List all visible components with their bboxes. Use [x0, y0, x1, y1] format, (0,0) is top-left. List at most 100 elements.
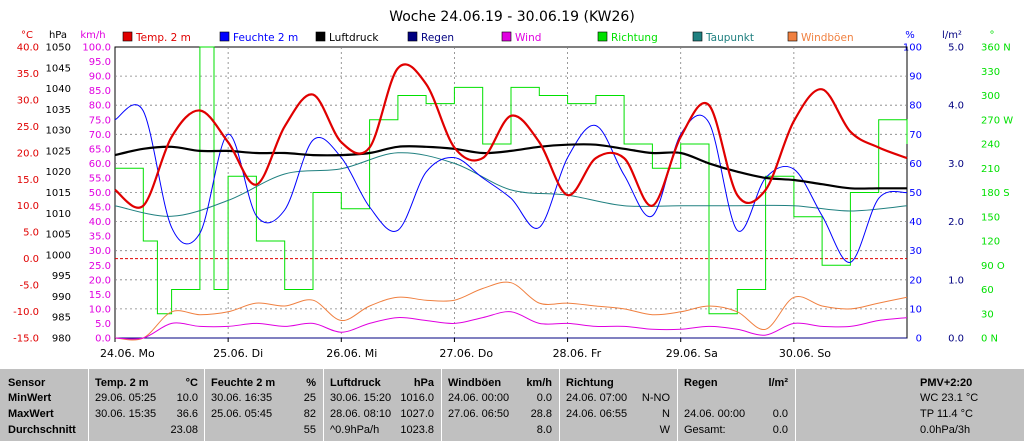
tick-direction: 300 [981, 91, 1000, 102]
tick-temp: -10.0 [13, 307, 39, 318]
legend-label-temp: Temp. 2 m [135, 32, 191, 44]
series-line-richtung [115, 46, 908, 315]
tick-pressure: 1020 [46, 167, 71, 178]
table-cell-direction-value: N [662, 408, 670, 420]
tick-rain: 5.0 [948, 43, 964, 54]
table-cell-pressure-time: 30.06. 15:20 [330, 392, 392, 404]
table-cell-pressure-time: ^0.9hPa/h [330, 424, 380, 436]
table-header-humidity: Feuchte 2 m [211, 377, 276, 389]
tick-wind: 70.0 [89, 130, 111, 141]
legend: Temp. 2 m Feuchte 2 m Luftdruck Regen Wind Ri… [122, 31, 854, 44]
plot-area [114, 46, 908, 341]
table-header-direction: Richtung [566, 377, 614, 389]
tick-wind: 85.0 [89, 86, 111, 97]
legend-label-dewpoint: Taupunkt [705, 32, 754, 44]
tick-wind: 0.0 [95, 334, 111, 345]
tick-humidity: 50 [909, 188, 922, 199]
legend-swatch-dewpoint [692, 31, 703, 42]
table-cell-direction-time: 24.06. 07:00 [566, 392, 628, 404]
tick-rain: 0.0 [948, 334, 964, 345]
x-tick-labels: 24.06. Mo 25.06. Di 26.06. Mi 27.06. Do 28.0… [100, 338, 831, 360]
tick-humidity: 60 [909, 159, 922, 170]
table-cell-temp-value: 23.08 [170, 424, 198, 436]
tick-direction: 330 [981, 67, 1000, 78]
table-cell-pressure-value: 1023.8 [400, 424, 434, 436]
table-cell-direction-time: 24.06. 06:55 [566, 408, 628, 420]
tick-rain: 3.0 [948, 159, 964, 170]
tick-humidity: 90 [909, 72, 922, 83]
tick-rain: 1.0 [948, 275, 964, 286]
tick-pressure: 1045 [46, 63, 71, 74]
tick-temp: 15.0 [17, 175, 39, 186]
tick-temp: -15.0 [13, 334, 39, 345]
tick-direction: 0 N [981, 334, 998, 345]
tick-wind: 100.0 [82, 43, 111, 54]
tick-humidity: 40 [909, 217, 922, 228]
tick-wind: 5.0 [95, 319, 111, 330]
table-cell-pmv: WC 23.1 °C [920, 392, 979, 404]
tick-wind: 40.0 [89, 217, 111, 228]
tick-pressure: 1030 [46, 126, 71, 137]
series-line-luftdruck [114, 143, 907, 190]
tick-rain: 2.0 [948, 217, 964, 228]
tick-direction: 120 [981, 237, 1000, 248]
table-cell-temp-value: 36.6 [176, 408, 198, 420]
tick-wind: 75.0 [89, 115, 111, 126]
table-cell-temp-time: 29.06. 05:25 [95, 392, 157, 404]
legend-label-pressure: Luftdruck [329, 32, 379, 44]
tick-pressure: 995 [52, 271, 71, 282]
table-cell-direction-value: W [659, 424, 670, 436]
tick-direction: 60 [981, 285, 994, 296]
table-header-rain-unit: l/m² [768, 377, 788, 389]
tick-humidity: 10 [909, 304, 922, 315]
table-separator [677, 369, 678, 441]
axes: 40.0 35.0 30.0 25.0 20.0 15.0 10.0 5.0 0.0 -5.0 -1… [13, 43, 1013, 345]
weather-chart: Woche 24.06.19 - 30.06.19 (KW26) °C hPa km… [13, 9, 1013, 360]
tick-pressure: 1015 [46, 188, 71, 199]
axis-unit-rain: l/m² [942, 30, 962, 41]
tick-pressure: 1035 [46, 105, 71, 116]
x-tick-label: 25.06. Di [213, 347, 263, 360]
legend-swatch-rain [407, 31, 418, 42]
x-tick-label: 28.06. Fr [553, 347, 602, 360]
table-cell-rain-time: Gesamt: [684, 424, 726, 436]
tick-wind: 80.0 [89, 101, 111, 112]
tick-humidity: 80 [909, 101, 922, 112]
table-row-label: MinWert [8, 392, 52, 404]
x-tick-label: 30.06. So [779, 347, 831, 360]
legend-swatch-wind [501, 31, 512, 42]
x-tick-label: 29.06. Sa [666, 347, 718, 360]
legend-label-gusts: Windböen [801, 32, 854, 44]
tick-direction: 90 O [981, 261, 1005, 272]
tick-pressure: 990 [52, 292, 71, 303]
legend-swatch-humidity [219, 31, 230, 42]
table-header-pmv: PMV+2:20 [920, 377, 973, 389]
table-separator [795, 369, 796, 441]
table-header-gusts-unit: km/h [526, 377, 552, 389]
tick-direction: 240 [981, 140, 1000, 151]
axis-unit-pressure: hPa [49, 30, 67, 41]
tick-wind: 55.0 [89, 173, 111, 184]
table-header-sensor: Sensor [8, 377, 46, 389]
table-cell-gusts-time: 27.06. 06:50 [448, 408, 510, 420]
tick-temp: -5.0 [19, 281, 39, 292]
legend-swatch-pressure [315, 31, 326, 42]
legend-label-rain: Regen [421, 32, 454, 44]
table-header-humidity-unit: % [306, 377, 316, 389]
tick-pressure: 1010 [46, 209, 71, 220]
tick-direction: 210 [981, 164, 1000, 175]
table-header-rain: Regen [684, 377, 718, 389]
tick-wind: 60.0 [89, 159, 111, 170]
table-separator [323, 369, 324, 441]
axis-unit-temp: °C [21, 30, 33, 41]
tick-wind: 20.0 [89, 275, 111, 286]
tick-wind: 30.0 [89, 246, 111, 257]
table-separator [204, 369, 205, 441]
table-cell-rain-time: 24.06. 00:00 [684, 408, 746, 420]
tick-wind: 45.0 [89, 203, 111, 214]
tick-pressure: 980 [52, 334, 71, 345]
tick-wind: 65.0 [89, 144, 111, 155]
table-cell-temp-time: 30.06. 15:35 [95, 408, 157, 420]
table-cell-pressure-value: 1027.0 [400, 408, 434, 420]
table-cell-humidity-value: 82 [303, 408, 316, 420]
